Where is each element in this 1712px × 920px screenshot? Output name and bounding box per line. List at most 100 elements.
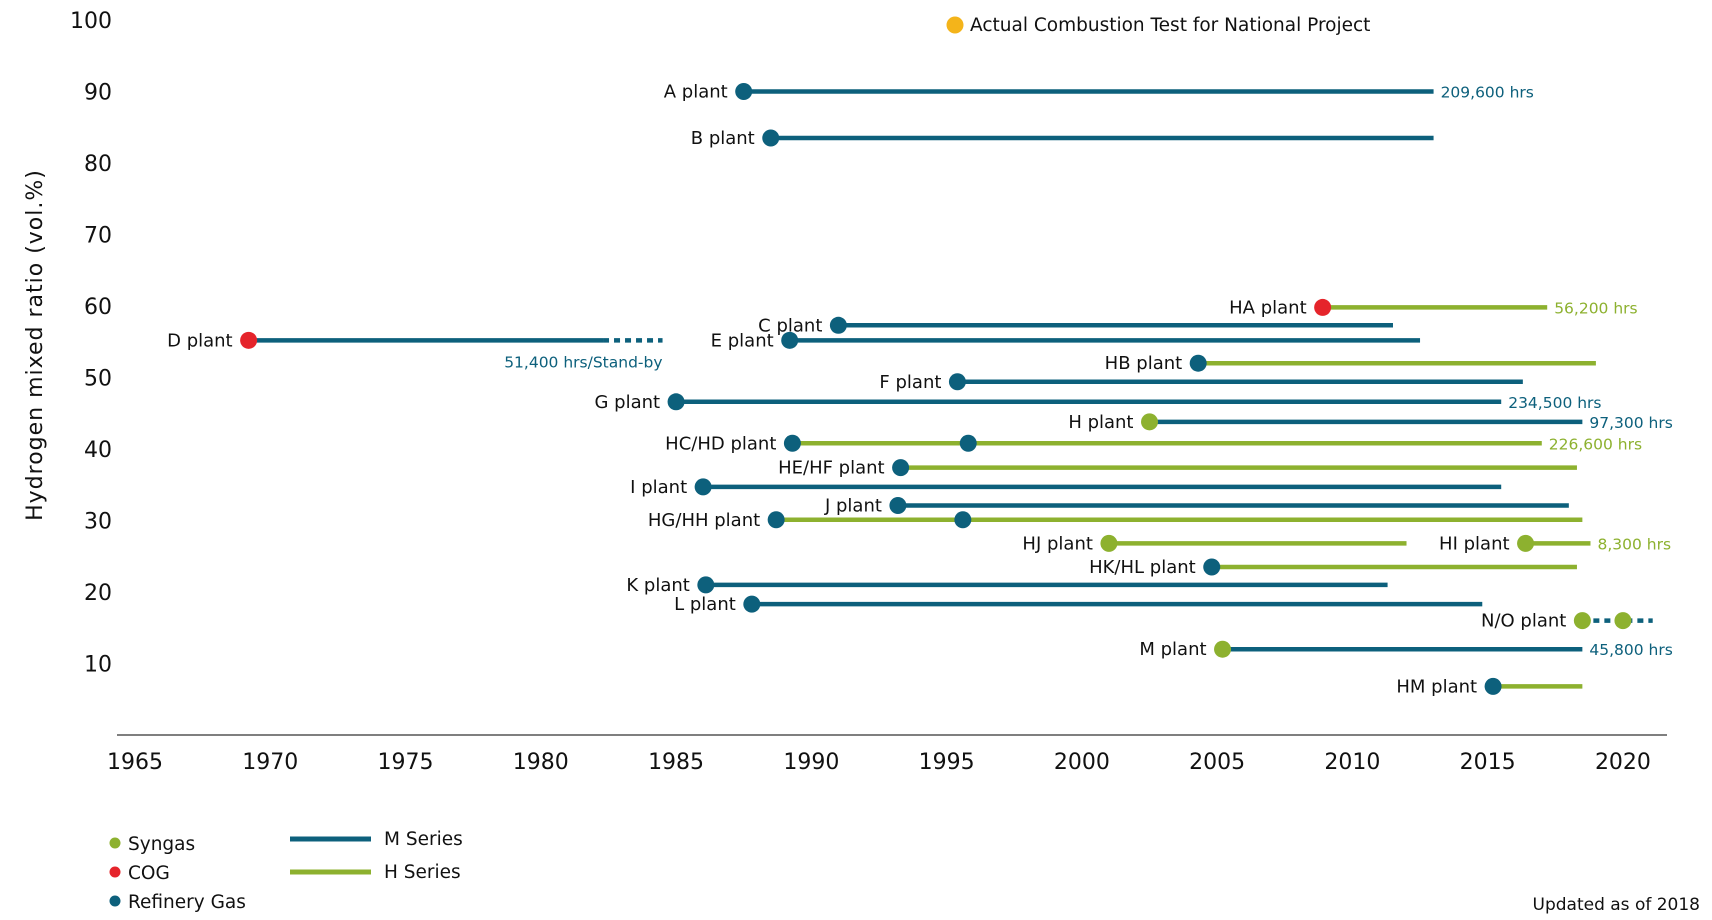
plant-label: N/O plant (1481, 611, 1566, 632)
x-tick-label: 2000 (1054, 750, 1110, 775)
plant-label: C plant (758, 315, 822, 336)
gas-marker-syngas (1614, 612, 1632, 630)
gas-marker-syngas (1100, 534, 1118, 552)
plant-label: K plant (626, 575, 689, 596)
x-tick-label: 2010 (1324, 750, 1380, 775)
plant-row-ha-plant: HA plant 56,200 hrs (1229, 297, 1637, 318)
plant-row-k-plant: K plant (626, 575, 1388, 596)
legend-item-h_series: H Series (290, 862, 461, 883)
operating-hours-label: 45,800 hrs (1589, 641, 1672, 659)
legend-series: M Series H Series (290, 829, 463, 883)
operating-hours-label: 209,600 hrs (1441, 84, 1534, 102)
x-tick-label: 1975 (378, 750, 434, 775)
gas-marker-refinery (892, 459, 910, 477)
legend-item-cog: COG (109, 863, 170, 884)
legend-dot (109, 837, 121, 849)
plant-label: A plant (664, 82, 728, 103)
gas-marker-cog (240, 331, 258, 349)
gas-marker-syngas (1214, 640, 1232, 658)
gas-marker-refinery (743, 595, 761, 613)
gas-marker-refinery (694, 478, 712, 496)
plant-row-h-plant: H plant 97,300 hrs (1068, 412, 1672, 433)
x-tick-label: 1995 (919, 750, 975, 775)
plant-row-l-plant: L plant (674, 594, 1483, 615)
y-tick-label: 80 (84, 152, 112, 177)
plant-row-m-plant: M plant 45,800 hrs (1139, 639, 1672, 660)
y-tick-label: 10 (84, 653, 112, 678)
x-tick-label: 2005 (1189, 750, 1245, 775)
operating-hours-label: 97,300 hrs (1589, 414, 1672, 432)
legend-label: Syngas (128, 834, 195, 855)
plant-row-b-plant: B plant (691, 128, 1434, 149)
plant-row-hb-plant: HB plant (1105, 353, 1596, 374)
gas-marker-refinery (767, 511, 785, 529)
plant-row-hm-plant: HM plant (1396, 676, 1583, 697)
y-axis-ticks: 10 20 30 40 50 60 70 80 90 100 (70, 9, 112, 678)
plant-label: HC/HD plant (665, 433, 776, 454)
gas-marker-refinery (735, 83, 753, 100)
gas-marker-refinery (1189, 354, 1207, 372)
plant-label: G plant (594, 392, 660, 413)
plant-label: HG/HH plant (648, 510, 760, 531)
legend-label: COG (128, 863, 170, 884)
gas-marker-refinery (697, 576, 715, 594)
operating-hours-label: 56,200 hrs (1554, 299, 1637, 317)
operating-hours-label: 51,400 hrs/Stand-by (504, 353, 662, 371)
national-project-label: Actual Combustion Test for National Proj… (970, 15, 1370, 36)
plant-row-g-plant: G plant 234,500 hrs (594, 392, 1601, 413)
plant-label: HA plant (1229, 297, 1307, 318)
updated-note: Updated as of 2018 (1533, 895, 1701, 915)
x-tick-label: 2015 (1460, 750, 1516, 775)
y-tick-label: 60 (84, 295, 112, 320)
legend-label: Refinery Gas (128, 892, 246, 913)
plant-label: HM plant (1396, 676, 1477, 697)
legend-dot (109, 895, 121, 907)
national-project-key: Actual Combustion Test for National Proj… (946, 15, 1370, 36)
plant-label: HE/HF plant (778, 458, 885, 479)
plant-row-hg-hh-plant: HG/HH plant (648, 510, 1583, 531)
gas-marker-syngas (1141, 413, 1159, 431)
y-tick-label: 30 (84, 510, 112, 535)
gas-marker-refinery (954, 511, 972, 529)
operating-hours-label: 8,300 hrs (1597, 535, 1671, 553)
plant-row-j-plant: J plant (824, 495, 1569, 516)
y-tick-label: 100 (70, 9, 112, 34)
plant-label: D plant (167, 330, 233, 351)
legend-gas-types: Syngas COG Refinery Gas (109, 834, 246, 913)
plant-label: H plant (1068, 412, 1133, 433)
plant-label: F plant (879, 372, 941, 393)
plant-row-n-o-plant: N/O plant (1481, 611, 1653, 632)
legend-label: M Series (384, 829, 463, 850)
y-axis-title: Hydrogen mixed ratio (vol.%) (23, 169, 48, 521)
plant-row-hi-plant: HI plant 8,300 hrs (1439, 533, 1671, 554)
plant-label: HB plant (1105, 353, 1183, 374)
gas-marker-refinery (829, 316, 847, 334)
y-tick-label: 70 (84, 224, 112, 249)
plant-label: E plant (711, 330, 774, 351)
x-tick-label: 1990 (783, 750, 839, 775)
legend-dot (109, 866, 121, 878)
gas-marker-refinery (959, 434, 977, 452)
gas-marker-syngas (1517, 534, 1535, 552)
gas-marker-refinery (889, 496, 907, 514)
plant-row-e-plant: E plant (711, 330, 1421, 351)
legend-item-m_series: M Series (290, 829, 463, 850)
gas-marker-refinery (781, 331, 799, 349)
gas-marker-refinery (667, 393, 685, 411)
plant-row-i-plant: I plant (630, 477, 1502, 498)
plant-label: HI plant (1439, 533, 1510, 554)
plant-label: B plant (691, 128, 755, 149)
gas-marker-refinery (1203, 558, 1221, 576)
gas-marker-cog (1314, 298, 1332, 316)
legend-item-syngas: Syngas (109, 834, 195, 855)
gas-marker-refinery (1484, 677, 1502, 695)
plant-row-a-plant: A plant 209,600 hrs (664, 82, 1534, 103)
x-tick-label: 2020 (1595, 750, 1651, 775)
plant-row-f-plant: F plant (879, 372, 1523, 393)
y-tick-label: 90 (84, 81, 112, 106)
plant-row-hk-hl-plant: HK/HL plant (1089, 557, 1577, 578)
gas-marker-refinery (783, 434, 801, 452)
plant-timelines: A plant 209,600 hrs B plant HA plant 56,200 … (167, 82, 1673, 698)
operating-hours-label: 234,500 hrs (1508, 394, 1601, 412)
